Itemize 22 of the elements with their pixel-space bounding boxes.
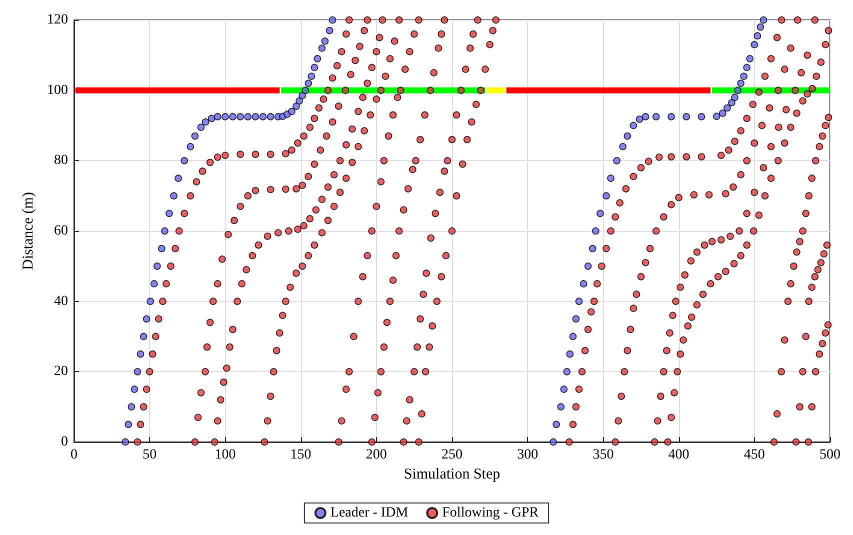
y-tick-label: 80 <box>54 153 68 168</box>
x-tick-label: 250 <box>442 448 462 462</box>
legend-label: Following - GPR <box>442 506 540 520</box>
x-axis-title: Simulation Step <box>404 466 500 482</box>
x-tick-label: 350 <box>592 448 614 462</box>
x-tick-label: 150 <box>290 448 312 462</box>
x-tick-label: 100 <box>214 448 236 462</box>
y-tick-label: 60 <box>54 224 68 238</box>
y-axis-title: Distance (m) <box>20 192 37 270</box>
y-tick-label: 100 <box>47 82 68 98</box>
y-tick-label: 0 <box>61 434 68 450</box>
x-tick-label: 450 <box>744 448 765 462</box>
y-tick-label: 20 <box>54 364 68 380</box>
x-tick-label: 400 <box>668 448 690 462</box>
x-tick-label: 300 <box>517 448 538 462</box>
x-tick-label: 50 <box>142 448 157 462</box>
x-tick-label: 0 <box>70 448 78 462</box>
legend-label: Leader - IDM <box>330 506 409 520</box>
x-tick-label: 500 <box>820 448 840 462</box>
x-tick-label: 200 <box>366 448 387 462</box>
y-tick-label: 40 <box>54 294 68 309</box>
y-tick-label: 120 <box>47 12 68 28</box>
